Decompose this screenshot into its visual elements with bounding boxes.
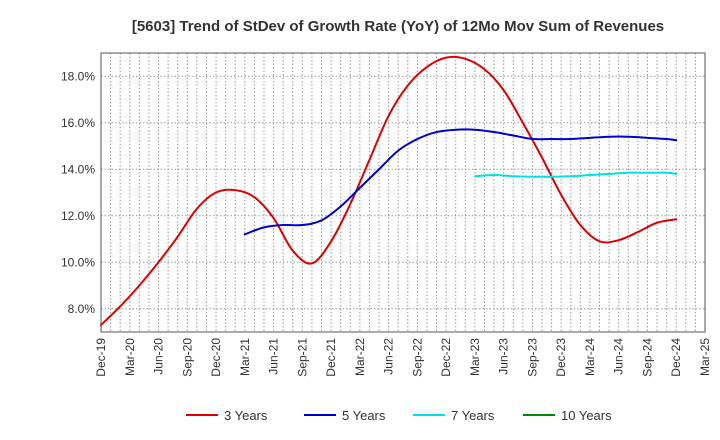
- x-tick-label: Mar-20: [123, 338, 137, 376]
- y-tick-label: 12.0%: [61, 209, 95, 223]
- x-tick-label: Dec-19: [94, 338, 108, 377]
- legend-label-10-years: 10 Years: [561, 408, 612, 423]
- x-tick-label: Jun-21: [267, 338, 281, 375]
- y-tick-label: 16.0%: [61, 116, 95, 130]
- x-tick-label: Dec-23: [554, 338, 568, 377]
- x-tick-label: Sep-23: [525, 338, 539, 377]
- x-tick-label: Sep-20: [180, 338, 194, 377]
- x-tick-label: Mar-23: [468, 338, 482, 376]
- grid-lines: [101, 53, 705, 332]
- x-tick-label: Jun-24: [612, 338, 626, 375]
- y-tick-label: 14.0%: [61, 162, 95, 176]
- plot-area: [101, 53, 705, 332]
- y-tick-label: 10.0%: [61, 255, 95, 269]
- legend-label-5-years: 5 Years: [342, 408, 386, 423]
- plot-frame: [100, 52, 706, 333]
- x-tick-label: Mar-22: [353, 338, 367, 376]
- series-line-5-years: [243, 128, 678, 236]
- x-tick-label: Mar-21: [238, 338, 252, 376]
- x-axis-ticks: Dec-19 Mar-20 Jun-20 Sep-20 Dec-20 Mar-21 Jun-…: [94, 338, 712, 377]
- legend-label-7-years: 7 Years: [451, 408, 495, 423]
- x-tick-label: Dec-22: [439, 338, 453, 377]
- x-tick-label: Sep-22: [410, 338, 424, 377]
- series-line-3-years: [100, 55, 678, 327]
- x-tick-label: Dec-20: [209, 338, 223, 377]
- chart-title: [5603] Trend of StDev of Growth Rate (Yo…: [132, 18, 664, 35]
- x-tick-label: Dec-24: [669, 338, 683, 377]
- legend: 3 Years 5 Years 7 Years 10 Years: [186, 408, 612, 423]
- x-tick-label: Sep-24: [640, 338, 654, 377]
- x-tick-label: Mar-25: [698, 338, 712, 376]
- x-tick-label: Mar-24: [583, 338, 597, 376]
- x-tick-label: Jun-23: [497, 338, 511, 375]
- series-line-7-years: [473, 171, 678, 178]
- y-tick-label: 18.0%: [61, 69, 95, 83]
- x-tick-label: Dec-21: [324, 338, 338, 377]
- legend-label-3-years: 3 Years: [224, 408, 268, 423]
- x-tick-label: Jun-20: [152, 338, 166, 375]
- x-tick-label: Sep-21: [295, 338, 309, 377]
- y-axis-ticks: 8.0% 10.0% 12.0% 14.0% 16.0% 18.0%: [61, 69, 95, 316]
- y-tick-label: 8.0%: [68, 302, 96, 316]
- series-lines: [100, 55, 678, 327]
- x-tick-label: Jun-22: [382, 338, 396, 375]
